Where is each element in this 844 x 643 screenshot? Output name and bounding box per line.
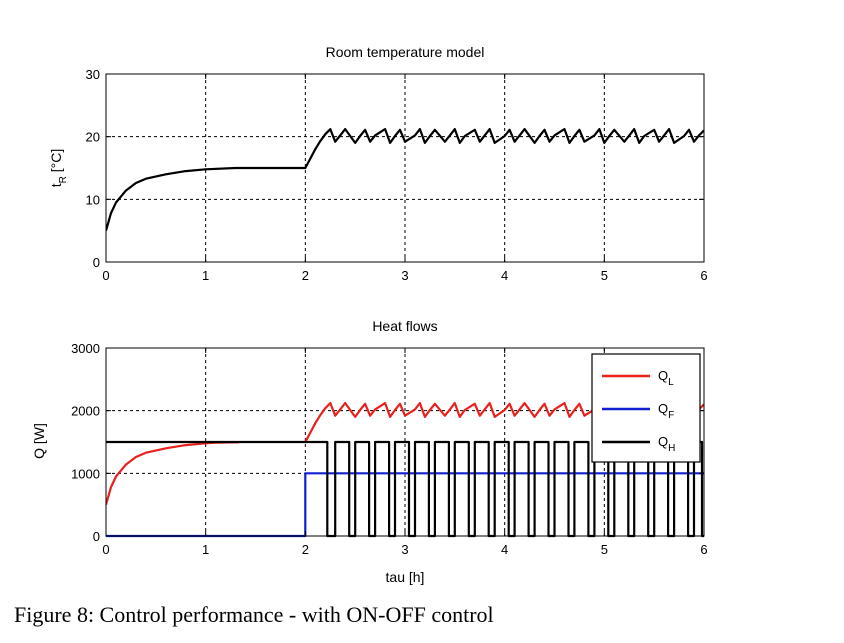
temperature-y-axis-label-sub: R [58, 176, 69, 183]
temperature-x-tick-label: 2 [302, 268, 309, 283]
heat-flows-x-tick-label: 0 [102, 542, 109, 557]
heat-flows-x-axis-label: tau [h] [386, 569, 425, 585]
heat-flows-x-tick-label: 2 [302, 542, 309, 557]
temperature-x-tick-label: 0 [102, 268, 109, 283]
heat-flows-y-tick-label: 2000 [71, 404, 100, 419]
legend-label: QH [658, 434, 675, 454]
temperature-x-tick-label: 4 [501, 268, 508, 283]
heat-flows-y-tick-label: 3000 [71, 341, 100, 356]
legend-label: QL [658, 368, 674, 388]
temperature-plot-area [106, 74, 704, 262]
heat-flows-x-tick-label: 1 [202, 542, 209, 557]
heat-flows-x-tick-label: 3 [401, 542, 408, 557]
heat-flows-y-axis-label: Q [W] [31, 423, 47, 459]
temperature-series-line-0 [106, 128, 704, 232]
heat-flows-y-tick-label: 1000 [71, 466, 100, 481]
temperature-y-axis-label: tR [°C] [48, 149, 69, 188]
temperature-chart-title: Room temperature model [326, 44, 485, 60]
heat-flows-chart-title: Heat flows [372, 318, 437, 334]
heat-flows-chart: Heat flows Q [W] tau [h] 0 1 2 3 4 5 6 0 1000 200… [31, 318, 708, 585]
heat-flows-y-tick-label: 0 [93, 529, 100, 544]
heat-flows-x-tick-label: 5 [601, 542, 608, 557]
figure-caption: Figure 8: Control performance - with ON-… [14, 602, 494, 627]
temperature-y-tick-label: 20 [86, 130, 100, 145]
temperature-y-axis-label-main: t [48, 183, 64, 187]
temperature-y-tick-label: 10 [86, 192, 100, 207]
temperature-y-tick-label: 30 [86, 67, 100, 82]
temperature-x-tick-label: 6 [700, 268, 707, 283]
temperature-x-tick-label: 5 [601, 268, 608, 283]
legend-label: QF [658, 401, 674, 421]
temperature-x-tick-label: 3 [401, 268, 408, 283]
heat-flows-x-tick-label: 4 [501, 542, 508, 557]
temperature-x-tick-label: 1 [202, 268, 209, 283]
temperature-chart: Room temperature model tR [°C] 0 1 2 3 4 5 6 0 1… [48, 44, 708, 283]
temperature-y-tick-label: 0 [93, 255, 100, 270]
temperature-y-axis-label-unit: [°C] [48, 149, 64, 176]
heat-flows-x-tick-label: 6 [700, 542, 707, 557]
